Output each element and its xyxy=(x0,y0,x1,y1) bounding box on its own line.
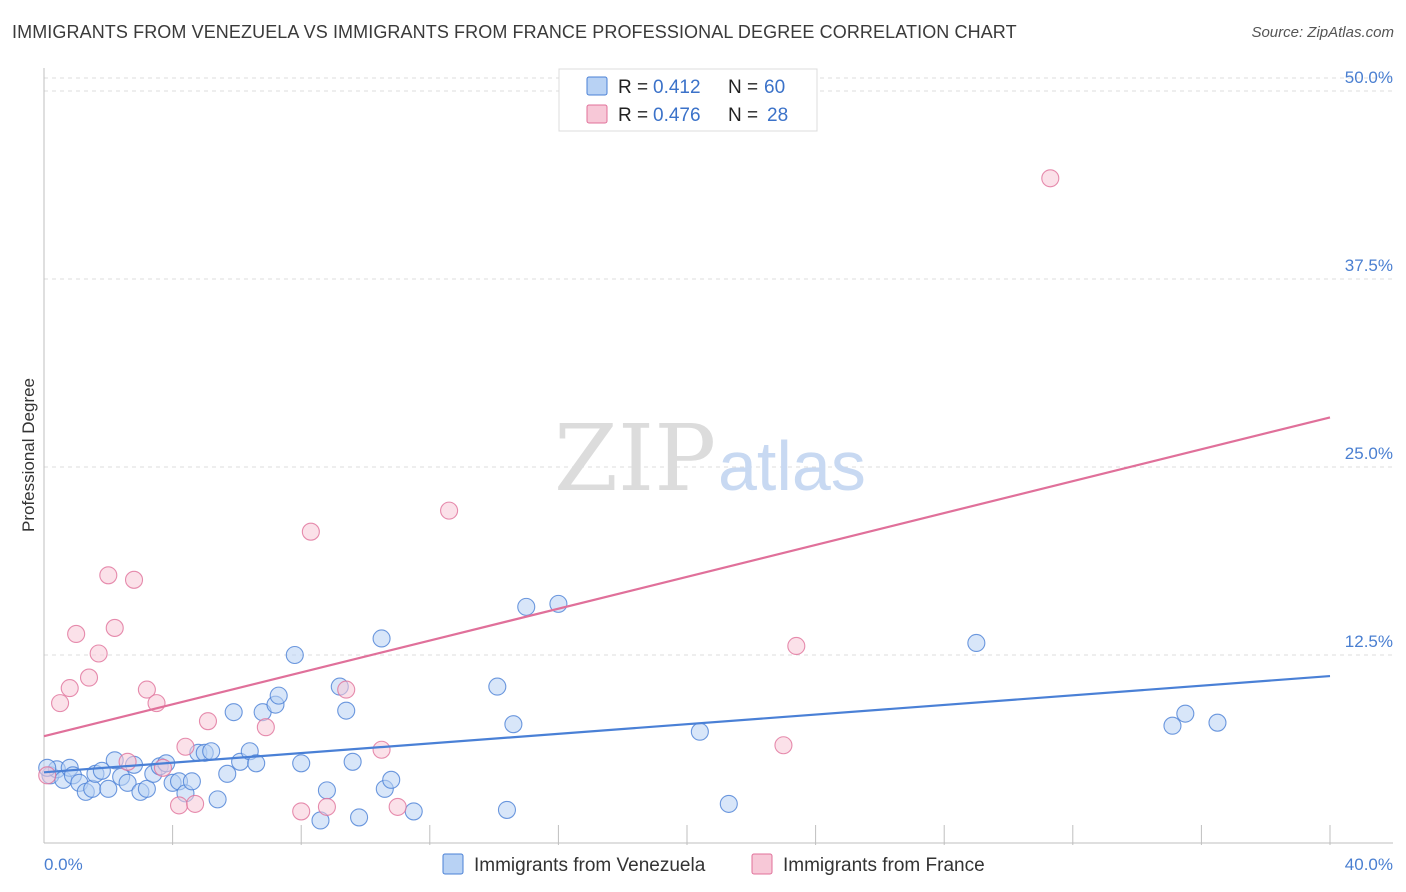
data-point-blue xyxy=(517,597,536,616)
data-point-pink xyxy=(118,752,137,771)
data-point-pink xyxy=(137,680,156,699)
data-point-blue xyxy=(317,781,336,800)
data-point-blue xyxy=(118,773,137,792)
data-point-blue xyxy=(208,790,227,809)
data-point-blue xyxy=(690,722,709,741)
data-point-blue xyxy=(224,703,243,722)
legend-swatch-venezuela xyxy=(586,76,608,96)
data-point-blue xyxy=(1208,713,1227,732)
data-point-pink xyxy=(292,802,311,821)
legend-n-label-france: N = xyxy=(728,105,758,126)
legend-swatch-france xyxy=(586,104,608,124)
data-point-blue xyxy=(99,779,118,798)
data-point-blue xyxy=(83,779,102,798)
data-point-blue xyxy=(247,754,266,773)
data-point-pink xyxy=(198,712,218,731)
data-point-pink xyxy=(105,618,124,637)
data-point-pink xyxy=(186,794,205,813)
data-point-pink xyxy=(67,624,86,644)
watermark-atlas: atlas xyxy=(718,427,866,505)
legend-r-label-france: R = xyxy=(618,105,648,126)
bottom-legend-label-france: Immigrants from France xyxy=(783,855,985,876)
legend-r-value-france: 0.476 xyxy=(653,105,701,126)
data-point-pink xyxy=(89,644,108,663)
y-tick-label: 50.0% xyxy=(1345,68,1393,87)
data-point-pink xyxy=(388,797,407,816)
bottom-legend-label-venezuela: Immigrants from Venezuela xyxy=(474,855,706,876)
legend-n-value-france: 28 xyxy=(767,105,788,126)
x-tick-label: 0.0% xyxy=(44,855,83,874)
data-point-pink xyxy=(1041,169,1060,188)
y-tick-label: 12.5% xyxy=(1345,632,1393,651)
data-point-pink xyxy=(440,501,459,520)
data-point-blue xyxy=(343,752,362,771)
data-point-blue xyxy=(1163,716,1182,735)
data-point-pink xyxy=(176,737,195,756)
bottom-legend: Immigrants from Venezuela Immigrants fro… xyxy=(442,853,985,876)
legend-r-label-venezuela: R = xyxy=(618,77,648,98)
legend-r-value-venezuela: 0.412 xyxy=(653,77,701,98)
data-point-blue xyxy=(719,794,738,813)
data-point-blue xyxy=(1176,704,1195,723)
data-point-blue xyxy=(337,701,356,720)
data-point-pink xyxy=(169,796,189,815)
data-point-blue xyxy=(202,742,221,761)
legend-n-label-venezuela: N = xyxy=(728,77,758,98)
trend-line-blue xyxy=(43,674,1331,774)
data-point-blue xyxy=(967,633,986,653)
y-axis-label: Professional Degree xyxy=(19,378,38,532)
data-point-blue xyxy=(292,754,311,773)
data-point-blue xyxy=(497,800,517,819)
data-point-blue xyxy=(350,808,369,827)
data-point-pink xyxy=(99,566,118,585)
trend-line-pink xyxy=(43,416,1331,738)
data-point-blue xyxy=(269,686,288,705)
chart-title: IMMIGRANTS FROM VENEZUELA VS IMMIGRANTS … xyxy=(12,22,1017,42)
watermark: ZIP atlas xyxy=(554,405,866,512)
label-layer: 12.5% 25.0% 37.5% 50.0% 0.0% 40.0% Professiona… xyxy=(19,68,1393,874)
data-point-blue xyxy=(488,677,507,696)
data-point-blue xyxy=(504,715,523,734)
data-point-pink xyxy=(38,766,57,785)
watermark-zip: ZIP xyxy=(554,405,716,512)
data-point-pink xyxy=(317,797,336,816)
data-point-blue xyxy=(92,761,111,780)
data-point-blue xyxy=(285,645,304,665)
data-point-pink xyxy=(124,570,144,589)
data-point-pink xyxy=(51,694,70,713)
data-point-pink xyxy=(256,718,275,737)
data-point-pink xyxy=(787,636,806,656)
data-point-pink xyxy=(337,680,356,699)
axis-layer xyxy=(43,68,1393,845)
source-label: Source: ZipAtlas.com xyxy=(1251,24,1394,41)
data-point-blue xyxy=(218,764,237,783)
bottom-legend-swatch-france xyxy=(751,853,773,875)
data-point-pink xyxy=(79,668,99,687)
bottom-legend-swatch-venezuela xyxy=(442,853,464,875)
x-tick-label: 40.0% xyxy=(1345,855,1393,874)
trend-layer xyxy=(43,416,1331,774)
data-point-pink xyxy=(153,758,173,777)
data-point-pink xyxy=(774,736,793,755)
data-point-blue xyxy=(372,629,391,648)
y-tick-label: 37.5% xyxy=(1345,256,1393,275)
data-point-blue xyxy=(382,770,401,789)
data-point-blue xyxy=(404,802,423,821)
data-point-blue xyxy=(182,772,201,791)
data-point-pink xyxy=(372,740,391,759)
y-tick-label: 25.0% xyxy=(1345,444,1393,463)
top-legend: R = 0.412 N = 60 R = 0.476 N = 28 xyxy=(558,68,818,132)
data-point-blue xyxy=(137,779,156,798)
points-layer xyxy=(38,169,1227,830)
data-point-pink xyxy=(60,679,79,698)
legend-n-value-venezuela: 60 xyxy=(764,77,785,98)
data-point-pink xyxy=(301,522,320,541)
